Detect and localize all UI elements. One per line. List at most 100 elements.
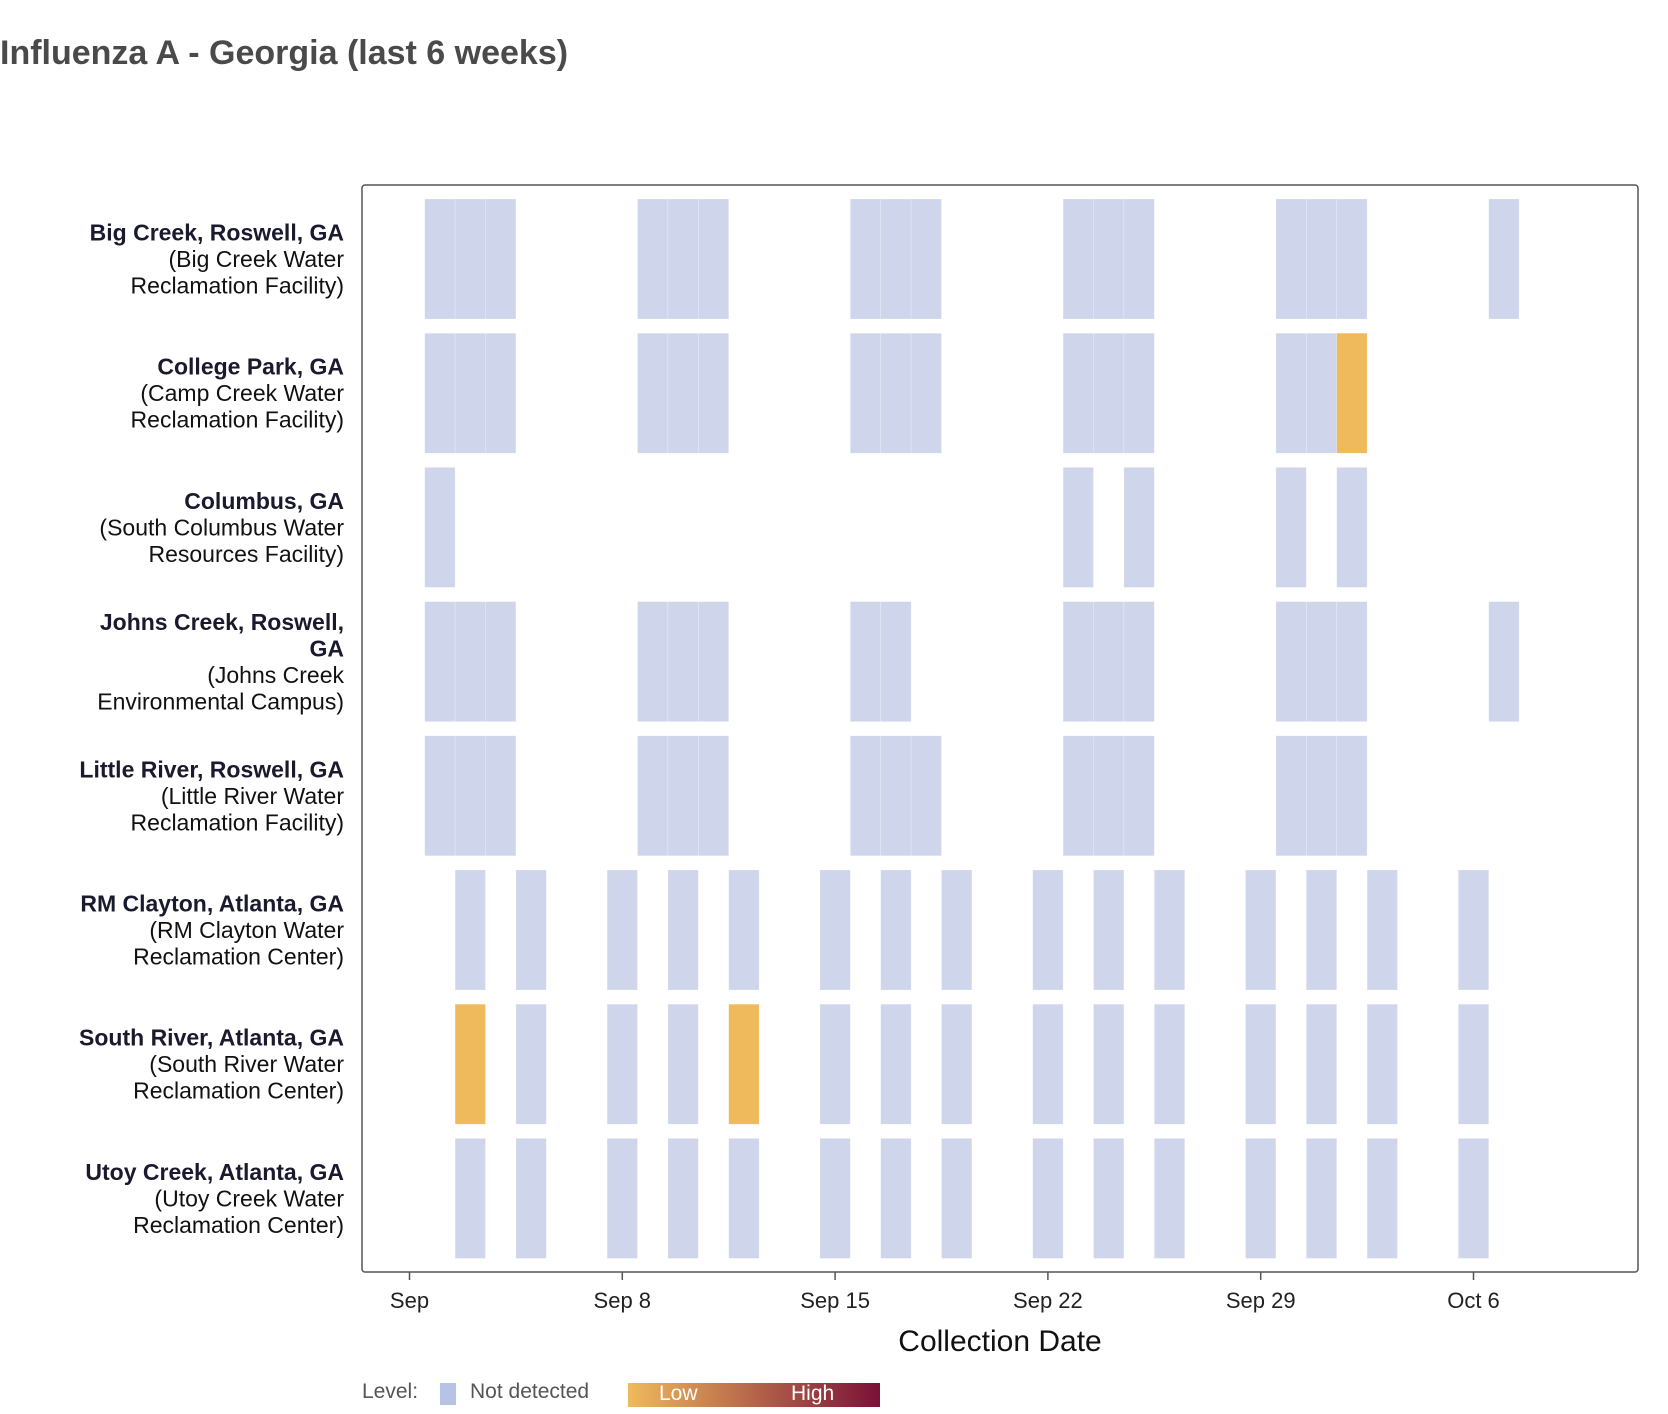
tile-johns-creek-roswell-ga-2024-09-17-not-detected[interactable] [880, 601, 912, 722]
tile-big-creek-roswell-ga-2024-09-16-not-detected[interactable] [849, 198, 881, 320]
tile-big-creek-roswell-ga-2024-10-07-not-detected[interactable] [1488, 198, 1520, 320]
tile-rm-clayton-atlanta-ga-2024-10-03-not-detected[interactable] [1366, 869, 1398, 991]
tile-south-river-atlanta-ga-2024-09-29-not-detected[interactable] [1245, 1003, 1277, 1125]
tile-columbus-ga-2024-10-02-not-detected[interactable] [1336, 467, 1368, 588]
tile-college-park-ga-2024-10-02-low[interactable] [1336, 332, 1368, 454]
tile-little-river-roswell-ga-2024-09-11-not-detected[interactable] [697, 735, 729, 857]
tile-rm-clayton-atlanta-ga-2024-09-12-not-detected[interactable] [728, 869, 760, 991]
tile-south-river-atlanta-ga-2024-09-15-not-detected[interactable] [819, 1003, 851, 1125]
tile-columbus-ga-2024-09-02-not-detected[interactable] [424, 467, 456, 588]
tile-south-river-atlanta-ga-2024-10-06-not-detected[interactable] [1458, 1003, 1490, 1125]
tile-college-park-ga-2024-09-03-not-detected[interactable] [454, 332, 486, 454]
tile-south-river-atlanta-ga-2024-09-05-not-detected[interactable] [515, 1003, 547, 1125]
tile-utoy-creek-atlanta-ga-2024-09-12-not-detected[interactable] [728, 1138, 760, 1259]
tile-rm-clayton-atlanta-ga-2024-09-03-not-detected[interactable] [454, 869, 486, 991]
tile-utoy-creek-atlanta-ga-2024-09-29-not-detected[interactable] [1245, 1138, 1277, 1259]
tile-utoy-creek-atlanta-ga-2024-09-10-not-detected[interactable] [667, 1138, 699, 1259]
tile-big-creek-roswell-ga-2024-09-17-not-detected[interactable] [880, 198, 912, 320]
tile-college-park-ga-2024-09-04-not-detected[interactable] [485, 332, 517, 454]
tile-little-river-roswell-ga-2024-09-17-not-detected[interactable] [880, 735, 912, 857]
tile-rm-clayton-atlanta-ga-2024-09-19-not-detected[interactable] [941, 869, 973, 991]
tile-college-park-ga-2024-09-02-not-detected[interactable] [424, 332, 456, 454]
tile-rm-clayton-atlanta-ga-2024-09-15-not-detected[interactable] [819, 869, 851, 991]
tile-rm-clayton-atlanta-ga-2024-09-05-not-detected[interactable] [515, 869, 547, 991]
tile-college-park-ga-2024-09-09-not-detected[interactable] [637, 332, 669, 454]
tile-little-river-roswell-ga-2024-09-23-not-detected[interactable] [1062, 735, 1094, 857]
tile-johns-creek-roswell-ga-2024-09-16-not-detected[interactable] [849, 601, 881, 722]
tile-little-river-roswell-ga-2024-09-24-not-detected[interactable] [1093, 735, 1125, 857]
tile-utoy-creek-atlanta-ga-2024-09-22-not-detected[interactable] [1032, 1138, 1064, 1259]
tile-big-creek-roswell-ga-2024-09-24-not-detected[interactable] [1093, 198, 1125, 320]
tile-big-creek-roswell-ga-2024-10-01-not-detected[interactable] [1306, 198, 1338, 320]
tile-utoy-creek-atlanta-ga-2024-09-15-not-detected[interactable] [819, 1138, 851, 1259]
tile-big-creek-roswell-ga-2024-10-02-not-detected[interactable] [1336, 198, 1368, 320]
tile-johns-creek-roswell-ga-2024-09-03-not-detected[interactable] [454, 601, 486, 722]
tile-little-river-roswell-ga-2024-09-03-not-detected[interactable] [454, 735, 486, 857]
tile-big-creek-roswell-ga-2024-09-30-not-detected[interactable] [1275, 198, 1307, 320]
tile-rm-clayton-atlanta-ga-2024-09-26-not-detected[interactable] [1154, 869, 1186, 991]
tile-utoy-creek-atlanta-ga-2024-09-26-not-detected[interactable] [1154, 1138, 1186, 1259]
tile-south-river-atlanta-ga-2024-09-08-not-detected[interactable] [606, 1003, 638, 1125]
tile-college-park-ga-2024-09-10-not-detected[interactable] [667, 332, 699, 454]
tile-big-creek-roswell-ga-2024-09-25-not-detected[interactable] [1123, 198, 1155, 320]
tile-johns-creek-roswell-ga-2024-10-07-not-detected[interactable] [1488, 601, 1520, 722]
tile-little-river-roswell-ga-2024-09-16-not-detected[interactable] [849, 735, 881, 857]
tile-college-park-ga-2024-09-24-not-detected[interactable] [1093, 332, 1125, 454]
tile-south-river-atlanta-ga-2024-09-22-not-detected[interactable] [1032, 1003, 1064, 1125]
tile-little-river-roswell-ga-2024-10-02-not-detected[interactable] [1336, 735, 1368, 857]
tile-south-river-atlanta-ga-2024-09-19-not-detected[interactable] [941, 1003, 973, 1125]
tile-college-park-ga-2024-09-18-not-detected[interactable] [910, 332, 942, 454]
tile-south-river-atlanta-ga-2024-09-12-low[interactable] [728, 1003, 760, 1125]
tile-johns-creek-roswell-ga-2024-09-10-not-detected[interactable] [667, 601, 699, 722]
tile-college-park-ga-2024-09-23-not-detected[interactable] [1062, 332, 1094, 454]
tile-johns-creek-roswell-ga-2024-09-30-not-detected[interactable] [1275, 601, 1307, 722]
tile-little-river-roswell-ga-2024-09-18-not-detected[interactable] [910, 735, 942, 857]
tile-rm-clayton-atlanta-ga-2024-09-22-not-detected[interactable] [1032, 869, 1064, 991]
tile-johns-creek-roswell-ga-2024-09-24-not-detected[interactable] [1093, 601, 1125, 722]
tile-utoy-creek-atlanta-ga-2024-10-03-not-detected[interactable] [1366, 1138, 1398, 1259]
tile-south-river-atlanta-ga-2024-10-03-not-detected[interactable] [1366, 1003, 1398, 1125]
tile-big-creek-roswell-ga-2024-09-23-not-detected[interactable] [1062, 198, 1094, 320]
tile-utoy-creek-atlanta-ga-2024-09-08-not-detected[interactable] [606, 1138, 638, 1259]
tile-utoy-creek-atlanta-ga-2024-09-19-not-detected[interactable] [941, 1138, 973, 1259]
tile-utoy-creek-atlanta-ga-2024-09-17-not-detected[interactable] [880, 1138, 912, 1259]
tile-utoy-creek-atlanta-ga-2024-09-05-not-detected[interactable] [515, 1138, 547, 1259]
tile-rm-clayton-atlanta-ga-2024-09-24-not-detected[interactable] [1093, 869, 1125, 991]
tile-johns-creek-roswell-ga-2024-10-01-not-detected[interactable] [1306, 601, 1338, 722]
tile-utoy-creek-atlanta-ga-2024-09-24-not-detected[interactable] [1093, 1138, 1125, 1259]
tile-college-park-ga-2024-09-30-not-detected[interactable] [1275, 332, 1307, 454]
tile-little-river-roswell-ga-2024-09-10-not-detected[interactable] [667, 735, 699, 857]
tile-big-creek-roswell-ga-2024-09-10-not-detected[interactable] [667, 198, 699, 320]
tile-columbus-ga-2024-09-30-not-detected[interactable] [1275, 467, 1307, 588]
tile-utoy-creek-atlanta-ga-2024-10-01-not-detected[interactable] [1306, 1138, 1338, 1259]
tile-little-river-roswell-ga-2024-09-09-not-detected[interactable] [637, 735, 669, 857]
tile-south-river-atlanta-ga-2024-09-26-not-detected[interactable] [1154, 1003, 1186, 1125]
tile-big-creek-roswell-ga-2024-09-03-not-detected[interactable] [454, 198, 486, 320]
tile-south-river-atlanta-ga-2024-09-03-low[interactable] [454, 1003, 486, 1125]
tile-college-park-ga-2024-09-17-not-detected[interactable] [880, 332, 912, 454]
tile-johns-creek-roswell-ga-2024-09-04-not-detected[interactable] [485, 601, 517, 722]
tile-columbus-ga-2024-09-23-not-detected[interactable] [1062, 467, 1094, 588]
tile-rm-clayton-atlanta-ga-2024-09-17-not-detected[interactable] [880, 869, 912, 991]
tile-little-river-roswell-ga-2024-09-02-not-detected[interactable] [424, 735, 456, 857]
tile-rm-clayton-atlanta-ga-2024-10-06-not-detected[interactable] [1458, 869, 1490, 991]
tile-johns-creek-roswell-ga-2024-09-25-not-detected[interactable] [1123, 601, 1155, 722]
tile-little-river-roswell-ga-2024-09-30-not-detected[interactable] [1275, 735, 1307, 857]
tile-columbus-ga-2024-09-25-not-detected[interactable] [1123, 467, 1155, 588]
tile-johns-creek-roswell-ga-2024-10-02-not-detected[interactable] [1336, 601, 1368, 722]
tile-johns-creek-roswell-ga-2024-09-23-not-detected[interactable] [1062, 601, 1094, 722]
tile-south-river-atlanta-ga-2024-09-10-not-detected[interactable] [667, 1003, 699, 1125]
tile-utoy-creek-atlanta-ga-2024-10-06-not-detected[interactable] [1458, 1138, 1490, 1259]
tile-college-park-ga-2024-09-16-not-detected[interactable] [849, 332, 881, 454]
tile-little-river-roswell-ga-2024-09-04-not-detected[interactable] [485, 735, 517, 857]
tile-college-park-ga-2024-09-11-not-detected[interactable] [697, 332, 729, 454]
tile-rm-clayton-atlanta-ga-2024-09-29-not-detected[interactable] [1245, 869, 1277, 991]
tile-big-creek-roswell-ga-2024-09-09-not-detected[interactable] [637, 198, 669, 320]
tile-rm-clayton-atlanta-ga-2024-10-01-not-detected[interactable] [1306, 869, 1338, 991]
tile-south-river-atlanta-ga-2024-09-17-not-detected[interactable] [880, 1003, 912, 1125]
tile-little-river-roswell-ga-2024-09-25-not-detected[interactable] [1123, 735, 1155, 857]
tile-south-river-atlanta-ga-2024-10-01-not-detected[interactable] [1306, 1003, 1338, 1125]
tile-college-park-ga-2024-09-25-not-detected[interactable] [1123, 332, 1155, 454]
tile-utoy-creek-atlanta-ga-2024-09-03-not-detected[interactable] [454, 1138, 486, 1259]
tile-college-park-ga-2024-10-01-not-detected[interactable] [1306, 332, 1338, 454]
